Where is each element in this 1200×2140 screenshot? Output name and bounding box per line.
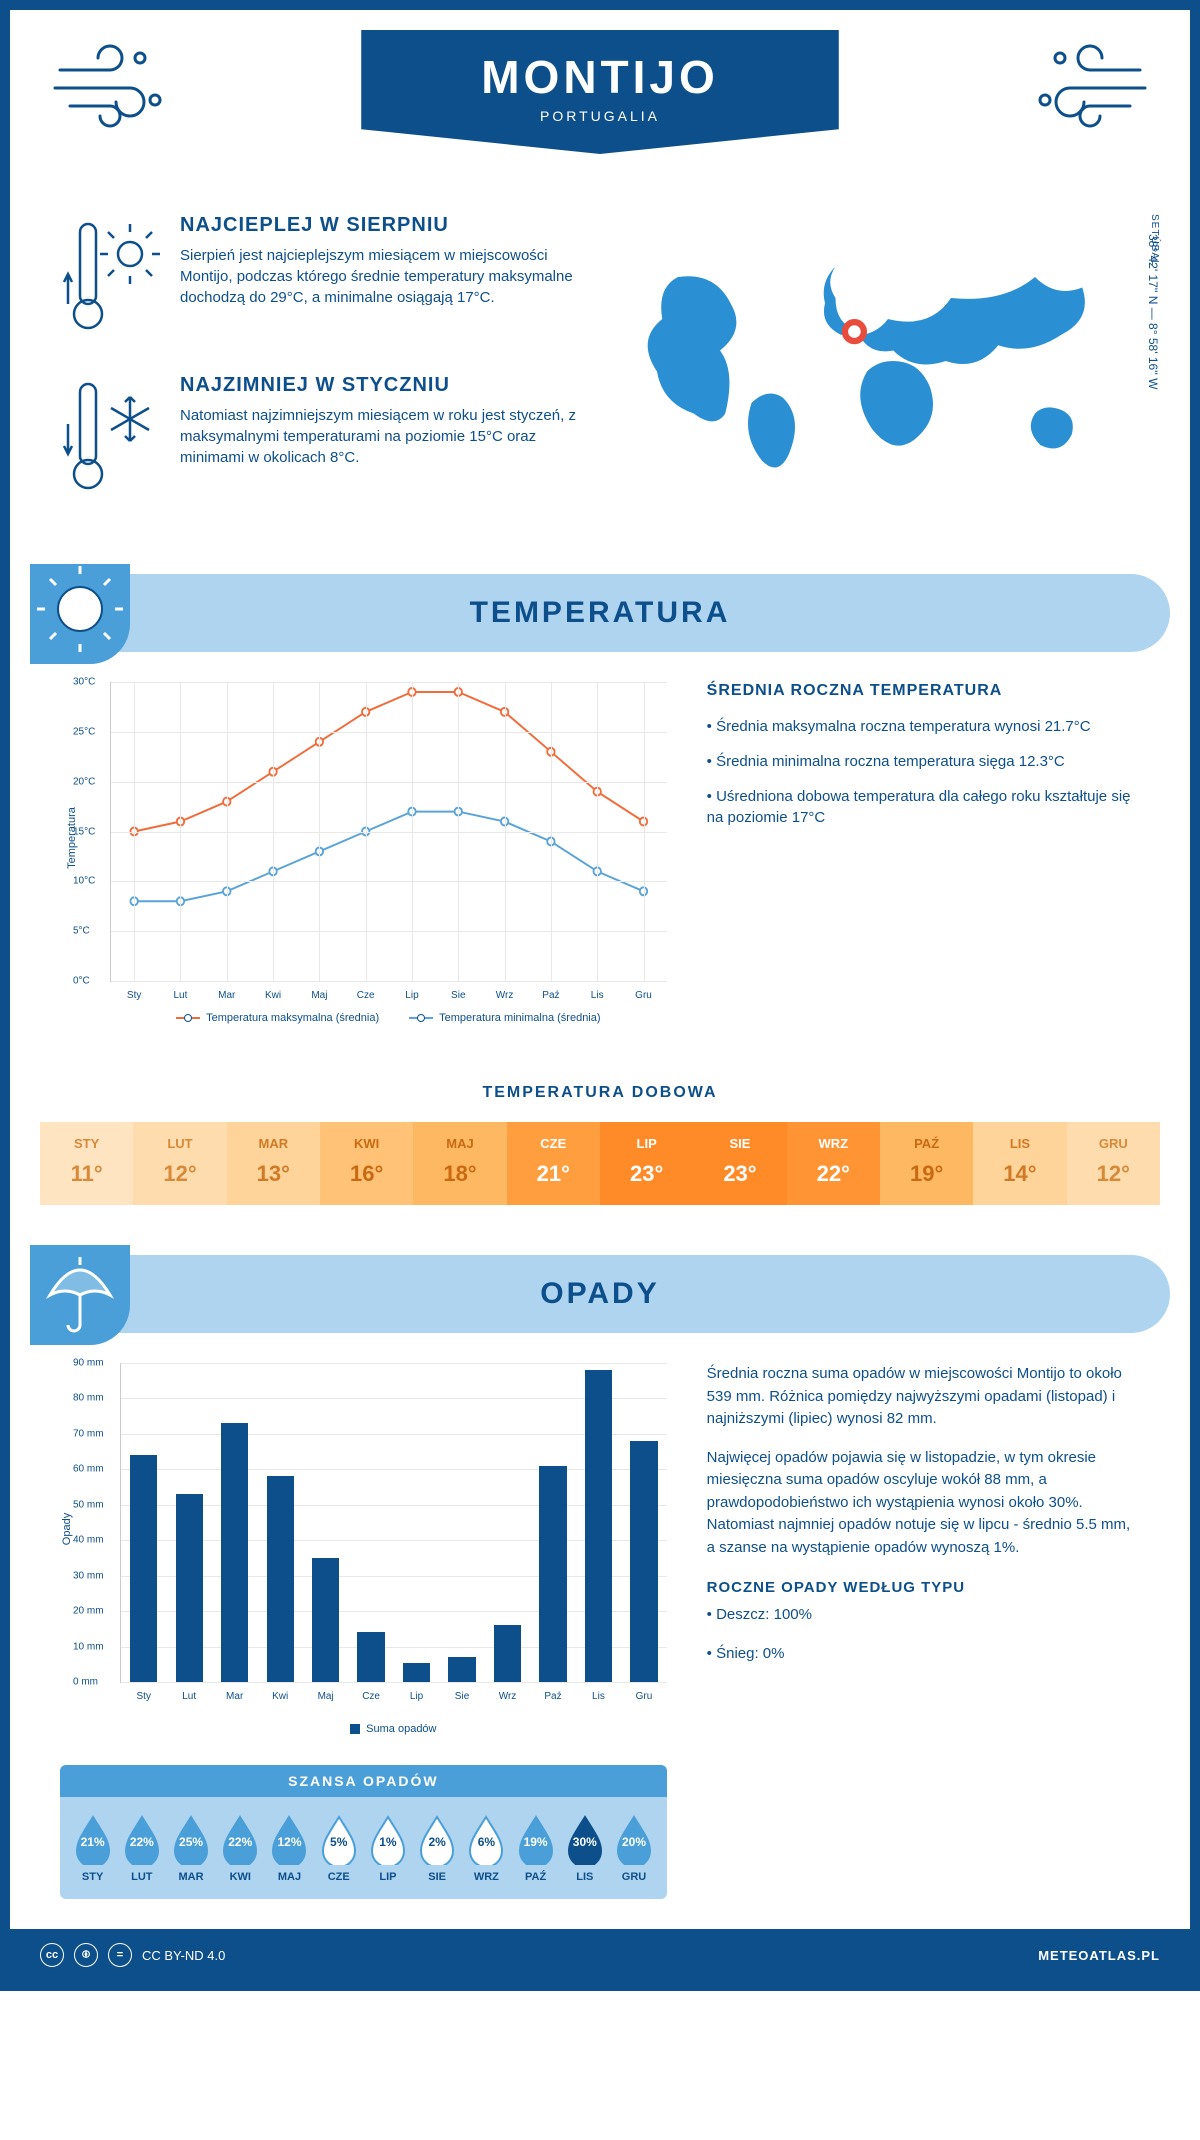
chance-drop: 19%PAŹ	[513, 1813, 558, 1883]
facts-column: NAJCIEPLEJ W SIERPNIU Sierpień jest najc…	[60, 214, 585, 534]
site-name: METEOATLAS.PL	[1038, 1948, 1160, 1963]
heat-cell: WRZ22°	[787, 1122, 880, 1205]
legend-item: Temperatura minimalna (średnia)	[409, 1012, 600, 1024]
coldest-fact: NAJZIMNIEJ W STYCZNIU Natomiast najzimni…	[60, 374, 585, 504]
intro-section: NAJCIEPLEJ W SIERPNIU Sierpień jest najc…	[10, 194, 1190, 574]
info-bullet: • Średnia maksymalna roczna temperatura …	[707, 716, 1140, 737]
bar	[630, 1441, 657, 1682]
bar	[267, 1476, 294, 1682]
location-marker-icon	[845, 322, 864, 341]
info-paragraph: Najwięcej opadów pojawia się w listopadz…	[707, 1447, 1140, 1560]
sun-icon	[30, 564, 130, 664]
heat-cell: MAJ18°	[413, 1122, 506, 1205]
temperature-section-header: TEMPERATURA	[30, 574, 1170, 652]
hottest-fact: NAJCIEPLEJ W SIERPNIU Sierpień jest najc…	[60, 214, 585, 344]
temperature-info: ŚREDNIA ROCZNA TEMPERATURA • Średnia mak…	[707, 682, 1140, 1024]
chart-legend: Suma opadów	[120, 1723, 667, 1735]
fact-text: Sierpień jest najcieplejszym miesiącem w…	[180, 245, 585, 308]
heat-cell: MAR13°	[227, 1122, 320, 1205]
info-bullet: • Średnia minimalna roczna temperatura s…	[707, 751, 1140, 772]
type-title: ROCZNE OPADY WEDŁUG TYPU	[707, 1579, 1140, 1596]
chance-drop: 30%LIS	[562, 1813, 607, 1883]
bar	[494, 1625, 521, 1682]
info-bullet: • Uśredniona dobowa temperatura dla całe…	[707, 786, 1140, 828]
fact-text: Natomiast najzimniejszym miesiącem w rok…	[180, 405, 585, 468]
bar	[130, 1455, 157, 1682]
bar	[539, 1466, 566, 1682]
type-bullet: • Deszcz: 100%	[707, 1604, 1140, 1627]
umbrella-icon	[30, 1245, 130, 1345]
y-axis-label: Opady	[61, 1512, 73, 1544]
chance-drop: 5%CZE	[316, 1813, 361, 1883]
heat-cell: SIE23°	[693, 1122, 786, 1205]
thermometer-hot-icon	[60, 214, 160, 344]
heat-cell: CZE21°	[507, 1122, 600, 1205]
heat-cell: PAŹ19°	[880, 1122, 973, 1205]
wind-icon	[1030, 40, 1150, 130]
precipitation-chart: Opady 0 mm10 mm20 mm30 mm40 mm50 mm60 mm…	[60, 1363, 667, 1899]
temperature-chart: Temperatura 0°C5°C10°C15°C20°C25°C30°CSt…	[60, 682, 667, 1024]
info-paragraph: Średnia roczna suma opadów w miejscowośc…	[707, 1363, 1140, 1431]
title-banner: MONTIJO PORTUGALIA	[361, 30, 839, 154]
fact-title: NAJZIMNIEJ W STYCZNIU	[180, 374, 585, 397]
heat-cell: GRU12°	[1067, 1122, 1160, 1205]
precipitation-chance-box: SZANSA OPADÓW 21%STY22%LUT25%MAR22%KWI12…	[60, 1765, 667, 1899]
bar	[357, 1632, 384, 1682]
header: MONTIJO PORTUGALIA	[10, 10, 1190, 194]
chance-drops-row: 21%STY22%LUT25%MAR22%KWI12%MAJ5%CZE1%LIP…	[60, 1797, 667, 1899]
type-bullet: • Śnieg: 0%	[707, 1643, 1140, 1666]
precipitation-info: Średnia roczna suma opadów w miejscowośc…	[707, 1363, 1140, 1899]
daily-temp-title: TEMPERATURA DOBOWA	[10, 1084, 1190, 1102]
chance-drop: 20%GRU	[611, 1813, 656, 1883]
wind-icon	[50, 40, 170, 130]
bar	[448, 1657, 475, 1682]
city-name: MONTIJO	[481, 50, 719, 104]
legend-label: Suma opadów	[366, 1723, 436, 1735]
license-text: CC BY-ND 4.0	[142, 1948, 225, 1963]
info-title: ŚREDNIA ROCZNA TEMPERATURA	[707, 682, 1140, 700]
bar	[176, 1494, 203, 1682]
section-title: OPADY	[30, 1277, 1170, 1311]
coordinates: 38° 42' 17'' N — 8° 58' 16'' W	[1146, 234, 1160, 389]
infographic-page: MONTIJO PORTUGALIA	[0, 0, 1200, 1991]
nd-icon: =	[108, 1943, 132, 1967]
chance-drop: 22%KWI	[218, 1813, 263, 1883]
precipitation-section-header: OPADY	[30, 1255, 1170, 1333]
license-block: cc 🅯 = CC BY-ND 4.0	[40, 1943, 225, 1967]
chance-drop: 1%LIP	[365, 1813, 410, 1883]
bar	[312, 1558, 339, 1682]
fact-title: NAJCIEPLEJ W SIERPNIU	[180, 214, 585, 237]
heat-cell: LIS14°	[973, 1122, 1066, 1205]
chance-drop: 22%LUT	[119, 1813, 164, 1883]
heat-cell: LUT12°	[133, 1122, 226, 1205]
chance-drop: 21%STY	[70, 1813, 115, 1883]
country-name: PORTUGALIA	[481, 108, 719, 124]
heat-cell: KWI16°	[320, 1122, 413, 1205]
daily-temp-heatmap: STY11°LUT12°MAR13°KWI16°MAJ18°CZE21°LIP2…	[40, 1122, 1160, 1205]
heat-cell: LIP23°	[600, 1122, 693, 1205]
precipitation-body: Opady 0 mm10 mm20 mm30 mm40 mm50 mm60 mm…	[10, 1363, 1190, 1929]
heat-cell: STY11°	[40, 1122, 133, 1205]
chart-legend: Temperatura maksymalna (średnia) Temperat…	[110, 1012, 667, 1024]
chance-drop: 25%MAR	[168, 1813, 213, 1883]
legend-item: Temperatura maksymalna (średnia)	[176, 1012, 379, 1024]
map-column: SETÚBAL 38° 42' 17'' N — 8° 58' 16'' W	[615, 214, 1140, 534]
thermometer-cold-icon	[60, 374, 160, 504]
chance-drop: 2%SIE	[415, 1813, 460, 1883]
world-map-icon	[615, 214, 1140, 487]
footer: cc 🅯 = CC BY-ND 4.0 METEOATLAS.PL	[10, 1929, 1190, 1981]
bar	[221, 1423, 248, 1682]
chance-drop: 6%WRZ	[464, 1813, 509, 1883]
section-title: TEMPERATURA	[30, 596, 1170, 630]
temperature-body: Temperatura 0°C5°C10°C15°C20°C25°C30°CSt…	[10, 682, 1190, 1064]
cc-icon: cc	[40, 1943, 64, 1967]
by-icon: 🅯	[74, 1943, 98, 1967]
chance-drop: 12%MAJ	[267, 1813, 312, 1883]
bar	[585, 1370, 612, 1682]
y-axis-label: Temperatura	[66, 807, 78, 869]
bar	[403, 1663, 430, 1682]
chance-title: SZANSA OPADÓW	[60, 1765, 667, 1797]
